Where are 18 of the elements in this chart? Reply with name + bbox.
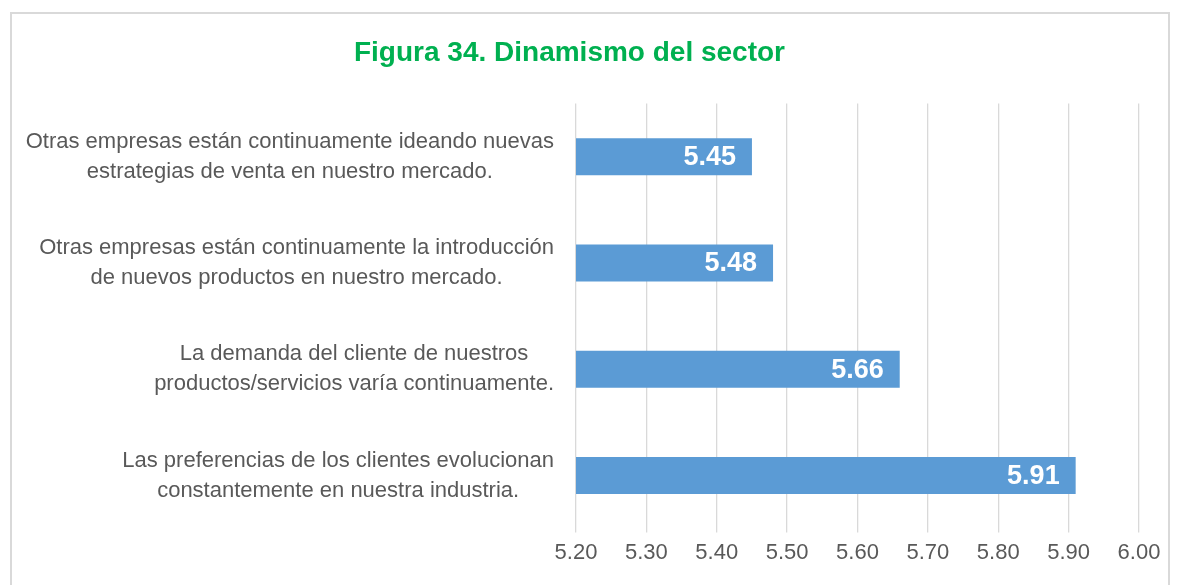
x-tick-label: 5.30 [624,538,668,564]
x-tick-label: 6.00 [1117,538,1161,564]
x-tick-label: 5.50 [765,538,809,564]
data-label: 5.45 [683,141,736,172]
x-tick-label: 5.80 [976,538,1020,564]
chart-title: Figura 34. Dinamismo del sector [353,35,786,67]
x-tick-label: 5.60 [836,538,879,564]
x-tick-label: 5.70 [906,538,950,564]
y-tick-label: Otras empresas están continuamente la introducción de nuevos productos en nuestro mercado. [39,234,555,290]
data-label: 5.91 [1007,459,1060,490]
data-label: 5.48 [704,247,758,278]
x-tick-label: 5.40 [695,538,739,564]
y-tick-label: La demanda del cliente de nuestros productos/servicios varía continuamente. [154,340,554,396]
y-tick-label: Otras empresas están continuamente ideando nuevas estrategias de venta en nuestro mercado. [25,127,554,183]
y-tick-label: Las preferencias de los clientes evolucionan constantemente en nuestra industria. [122,446,555,502]
x-tick-label: 5.20 [554,538,598,564]
x-tick-label: 5.90 [1047,538,1091,564]
data-label: 5.66 [831,353,884,384]
